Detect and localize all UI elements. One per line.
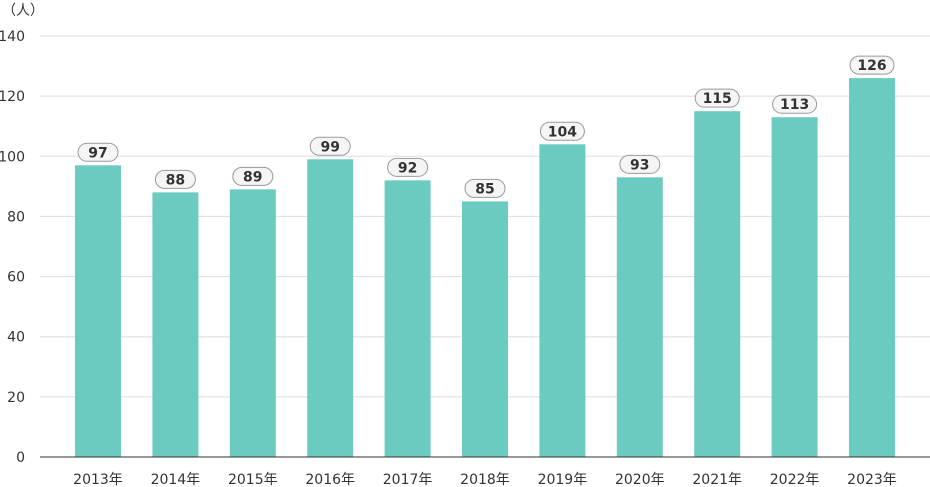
data-label-pill	[232, 166, 274, 186]
bar	[849, 78, 895, 457]
x-tick-label: 2014年	[151, 472, 201, 487]
bar	[229, 189, 276, 457]
y-tick-label: 40	[7, 330, 25, 346]
data-label-pill	[772, 94, 818, 114]
x-tick-label: 2017年	[383, 472, 433, 487]
bar	[539, 144, 586, 457]
data-label: 88	[166, 172, 185, 188]
data-label: 93	[630, 157, 649, 173]
y-axis-unit-label: （人）	[2, 3, 44, 19]
x-tick-label: 2021年	[692, 472, 742, 487]
y-tick-label: 120	[0, 89, 25, 105]
data-label: 126	[857, 58, 886, 74]
data-label-pill	[539, 121, 585, 141]
x-tick-label: 2018年	[460, 472, 510, 487]
y-axis-ticks: 0 20 40 60 80 100 120 140	[0, 29, 25, 466]
x-tick-label: 2015年	[228, 472, 278, 487]
data-label-pill	[464, 178, 506, 198]
data-label: 99	[320, 139, 339, 155]
x-tick-label: 2019年	[538, 472, 588, 487]
y-tick-label: 60	[7, 270, 25, 286]
data-label: 113	[780, 97, 809, 113]
x-tick-label: 2023年	[847, 472, 897, 487]
x-tick-label: 2020年	[615, 472, 665, 487]
bar	[616, 177, 663, 458]
data-label: 89	[243, 169, 262, 185]
bar	[152, 192, 199, 457]
bar	[307, 159, 354, 458]
x-tick-label: 2013年	[73, 472, 123, 487]
y-tick-label: 0	[16, 450, 25, 466]
y-tick-label: 140	[0, 29, 25, 45]
data-label-pill	[694, 88, 740, 108]
y-tick-label: 100	[0, 149, 25, 165]
data-label: 85	[475, 181, 494, 197]
bar	[694, 111, 741, 457]
y-tick-label: 20	[7, 390, 25, 406]
data-label-pill	[619, 154, 661, 174]
data-label-pill	[387, 157, 429, 177]
x-tick-label: 2022年	[770, 472, 820, 487]
x-axis-ticks: 2013年 2014年 2015年 2016年 2017年 2018年 2019年 2020年…	[73, 472, 897, 487]
bar	[384, 180, 431, 458]
y-tick-label: 80	[7, 209, 25, 225]
data-label-pill	[309, 136, 351, 156]
data-label: 97	[88, 145, 107, 161]
data-label-pill	[154, 169, 196, 189]
x-tick-label: 2016年	[305, 472, 355, 487]
data-label-pill	[849, 55, 895, 75]
data-label: 104	[548, 124, 577, 140]
data-label: 92	[398, 160, 417, 176]
bar	[75, 165, 121, 458]
data-label-pill	[77, 142, 119, 162]
bar	[771, 117, 818, 457]
bars	[75, 78, 895, 458]
data-labels: 97 88 89 99 92 85 104 93 115 113 126	[77, 55, 895, 198]
data-label: 115	[703, 91, 732, 107]
bar	[462, 201, 508, 457]
